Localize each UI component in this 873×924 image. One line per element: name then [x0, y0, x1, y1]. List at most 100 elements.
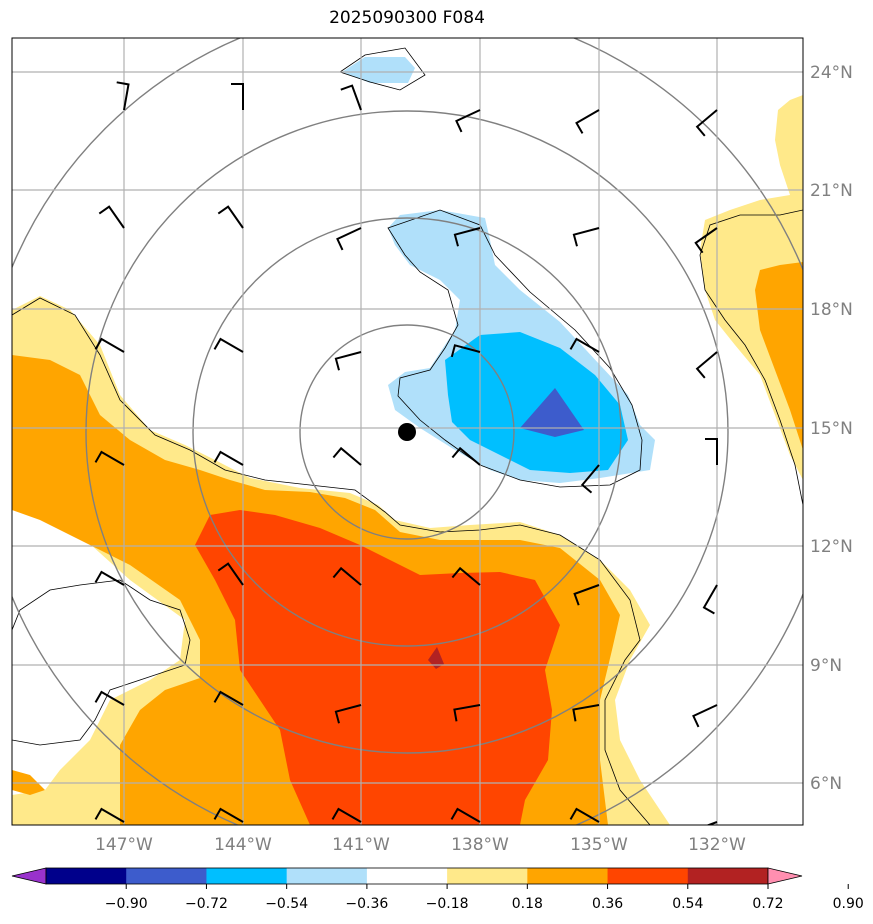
contour-line [339, 47, 426, 91]
lon-label: 141°W [332, 835, 390, 855]
colorbar-label: 0.18 [512, 896, 543, 912]
contour-line [12, 297, 651, 825]
colorbar-segment [447, 868, 528, 884]
wind-barb [692, 704, 718, 728]
range-ring [85, 110, 729, 754]
lon-label: 135°W [570, 835, 628, 855]
wind-barb [213, 690, 244, 706]
range-ring [192, 217, 622, 647]
wind-barb [94, 807, 125, 823]
wind-barb [340, 84, 362, 111]
wind-barb [702, 584, 718, 615]
wind-barb [94, 450, 125, 466]
colorbar-label: −0.36 [345, 896, 388, 912]
wind-barb [332, 566, 362, 586]
lat-label: 15°N [810, 419, 853, 439]
colorbar-segment [126, 868, 207, 884]
lon-label: 144°W [214, 835, 272, 855]
shade-0.72-0.90 [428, 647, 444, 669]
wind-barb [12, 108, 13, 110]
wind-barb [453, 227, 481, 247]
lat-label: 9°N [810, 656, 842, 676]
lat-label: 24°N [810, 63, 853, 83]
map-frame [11, 37, 804, 826]
colorbar-extend-high [767, 867, 803, 885]
colorbar-label: 0.72 [752, 896, 783, 912]
wind-barb [695, 109, 718, 137]
colorbar-label: 0.54 [672, 896, 703, 912]
shade-neg-0.36-0.54 [445, 332, 628, 473]
wind-barb [331, 807, 362, 823]
colorbar-segment [607, 868, 689, 884]
wind-barbs [12, 81, 718, 825]
wind-barb [451, 446, 481, 466]
wind-barb [217, 562, 244, 586]
wind-barb [705, 438, 718, 465]
shade-neg-0.18-0.36-north [342, 57, 415, 83]
colorbar: −0.90 −0.72 −0.54 −0.36 −0.18 0.18 0.36 0.54 0.7… [11, 867, 864, 912]
colorbar-extend-low [11, 867, 47, 885]
positive-shading [12, 95, 803, 825]
wind-barb [98, 205, 125, 229]
colorbar-label: −0.90 [105, 896, 148, 912]
storm-center-marker [398, 423, 416, 441]
wind-barb [12, 350, 13, 352]
wind-barb [332, 446, 362, 466]
lon-label: 132°W [688, 835, 746, 855]
lat-label: 21°N [810, 181, 853, 201]
wind-barb [575, 109, 600, 134]
wind-barb [695, 351, 718, 379]
colorbar-label: −0.18 [426, 896, 469, 912]
contour-line [387, 209, 643, 488]
wind-barb [12, 226, 13, 228]
lon-label: 138°W [451, 835, 509, 855]
wind-barb [573, 584, 600, 606]
wind-barb [213, 337, 244, 353]
wind-barb [213, 807, 244, 823]
map-plot-area [12, 38, 803, 825]
wind-barb [94, 337, 125, 353]
wind-barb [450, 344, 481, 358]
lon-label: 147°W [95, 835, 153, 855]
wind-barb [12, 703, 13, 705]
wind-barb [580, 464, 600, 494]
colorbar-segment [687, 868, 769, 884]
colorbar-segment [286, 868, 368, 884]
wind-barb [572, 704, 600, 722]
wind-barb [572, 227, 600, 247]
lon-labels: 147°W 144°W 141°W 138°W 135°W 132°W [95, 835, 746, 855]
lat-labels: 24°N 21°N 18°N 15°N 12°N 9°N 6°N [810, 63, 853, 794]
shade-0.18-0.36-east [700, 95, 803, 480]
wind-barb [12, 820, 13, 822]
wind-barb [455, 109, 481, 133]
colorbar-label: −0.54 [265, 896, 308, 912]
wind-barb [569, 337, 600, 353]
shade-neg-0.54-0.72 [520, 388, 584, 437]
range-ring [299, 324, 515, 540]
negative-shading [342, 57, 655, 483]
colorbar-segment [206, 868, 288, 884]
wind-barb [694, 227, 718, 254]
colorbar-label: 0.90 [833, 896, 864, 912]
contour-line [12, 579, 191, 746]
wind-barb [12, 463, 13, 465]
colorbar-segment [46, 868, 127, 884]
lat-label: 18°N [810, 300, 853, 320]
colorbar-segment [527, 868, 609, 884]
gridlines [12, 38, 803, 825]
wind-barb [334, 704, 362, 724]
colorbar-label: 0.36 [592, 896, 623, 912]
wind-barb [569, 807, 600, 823]
wind-barb [451, 566, 481, 586]
range-rings [12, 38, 803, 825]
wind-barb [12, 583, 13, 585]
colorbar-segment [366, 868, 448, 884]
wind-barb [94, 570, 125, 586]
wind-barb [450, 807, 481, 823]
wind-barb [231, 83, 244, 110]
wind-barb [334, 351, 362, 371]
wind-barb [336, 227, 362, 251]
wind-barb [94, 690, 125, 706]
shade-0.54-0.72 [195, 510, 560, 825]
